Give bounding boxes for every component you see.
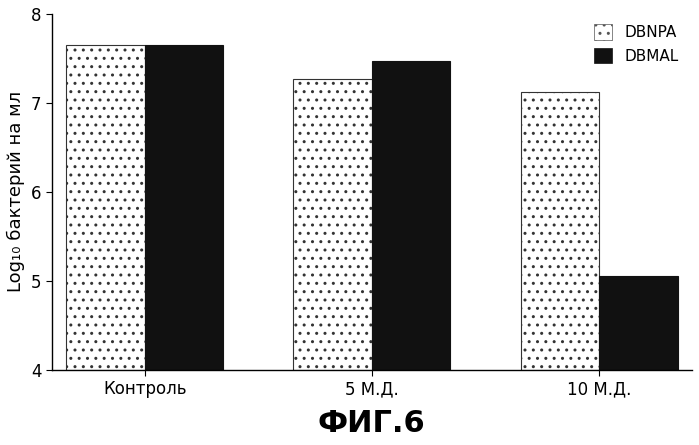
Bar: [66, 45, 145, 369]
X-axis label: ФИГ.6: ФИГ.6: [318, 409, 426, 438]
Bar: [599, 276, 677, 369]
Y-axis label: Log₁₀ бактерий на мл: Log₁₀ бактерий на мл: [7, 91, 25, 292]
Bar: [372, 61, 450, 369]
Bar: [521, 92, 599, 369]
Bar: [145, 45, 223, 369]
Legend: DBNPA, DBMAL: DBNPA, DBMAL: [587, 18, 684, 70]
Bar: [294, 79, 372, 369]
